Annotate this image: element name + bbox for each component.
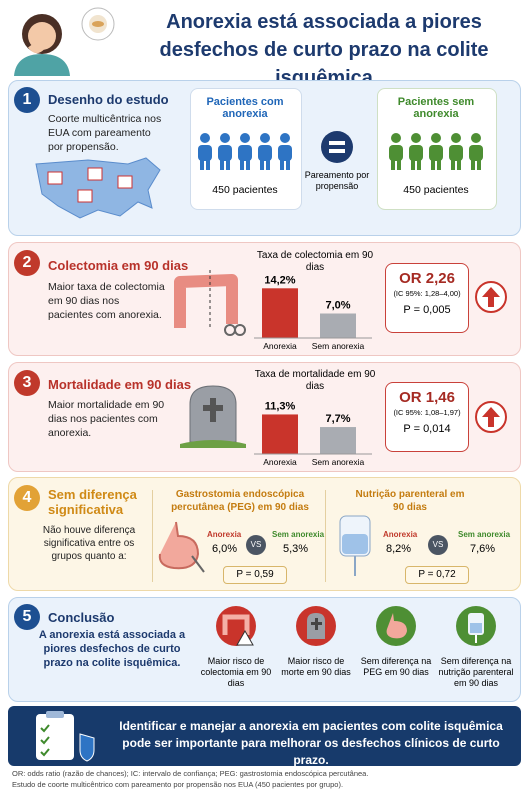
- section-text: Não houve diferença significativa entre …: [42, 525, 136, 562]
- section-text: A anorexia está associada a piores desfe…: [38, 629, 186, 669]
- step-number: 2: [14, 250, 40, 276]
- confidence-interval: (IC 95%: 1,08–1,97): [393, 408, 461, 417]
- vs-badge: VS: [246, 535, 266, 555]
- group-value: 8,2%: [386, 543, 412, 555]
- p-value: P = 0,72: [405, 566, 469, 584]
- conclusion-item: Sem diferença na nutrição parenteral em …: [438, 656, 514, 688]
- section-heading: Mortalidade em 90 dias: [48, 377, 192, 392]
- outcome-title: Nutrição parenteral em 90 dias: [355, 489, 465, 513]
- divider: [325, 490, 326, 582]
- group-label: Anorexia: [383, 530, 418, 539]
- bar: [320, 427, 356, 454]
- iv-bag-illustration: [339, 515, 371, 576]
- p-value: P = 0,59: [223, 566, 287, 584]
- section-heading: Conclusão: [48, 610, 115, 625]
- person-icon: [258, 133, 272, 170]
- bar-chart: 14,2% 7,0% Anorexia Sem anorexia: [254, 276, 372, 351]
- people-icons: [198, 133, 292, 170]
- person-icon: [198, 133, 212, 170]
- person-icon: [449, 133, 463, 170]
- group-value: 5,3%: [283, 543, 309, 555]
- step-number: 5: [14, 604, 40, 630]
- value-label: 11,3%: [265, 400, 296, 412]
- category-label: Sem anorexia: [312, 457, 365, 467]
- section-text: Maior mortalidade em 90 dias nos pacient…: [48, 399, 165, 439]
- bar: [262, 414, 298, 454]
- value-label: 7,0%: [325, 300, 350, 312]
- section-text: Coorte multicêntrica nos EUA com pareame…: [48, 113, 162, 153]
- step-number: 4: [14, 485, 40, 511]
- usa-map: [35, 157, 161, 219]
- bar: [262, 288, 298, 338]
- section-heading: Sem diferença significativa: [48, 487, 137, 517]
- category-label: Anorexia: [263, 341, 297, 351]
- divider: [152, 490, 153, 582]
- person-icon: [238, 133, 252, 170]
- category-label: Anorexia: [263, 457, 297, 467]
- up-arrow-icon: [475, 401, 507, 433]
- conclusion-icon: [296, 606, 336, 646]
- conclusion-icon: [376, 606, 416, 646]
- people-icons: [389, 133, 483, 170]
- bar: [320, 313, 356, 338]
- odds-ratio-box: OR 2,26 (IC 95%: 1,28–4,00) P = 0,005: [385, 263, 469, 333]
- group-label: Pacientes sem anorexia: [397, 96, 475, 120]
- section-heading: Colectomia em 90 dias: [48, 258, 189, 273]
- woman-illustration: [14, 14, 70, 76]
- up-arrow-icon: [475, 281, 507, 313]
- bar-chart: 11,3% 7,7% Anorexia Sem anorexia: [254, 400, 372, 467]
- banner: [8, 706, 521, 766]
- person-icon: [278, 133, 292, 170]
- person-icon: [469, 133, 483, 170]
- step-number: 3: [14, 370, 40, 396]
- colon-illustration: [174, 270, 246, 336]
- outcome-title: Gastrostomia endoscópica percutânea (PEG…: [171, 489, 309, 513]
- conclusion-item: Sem diferença na PEG em 90 dias: [360, 656, 432, 677]
- conclusion-item: Maior risco de morte em 90 dias: [281, 656, 351, 677]
- value-label: 7,7%: [325, 413, 350, 425]
- group-label: Anorexia: [207, 530, 242, 539]
- plate-icon: [81, 7, 115, 41]
- tombstone-illustration: [180, 385, 246, 448]
- clipboard-icon: [36, 711, 95, 762]
- section-conclusion: [8, 597, 521, 702]
- footnote: Estudo de coorte multicêntrico com parea…: [12, 780, 344, 789]
- person-icon: [409, 133, 423, 170]
- equals-icon: [321, 131, 353, 163]
- person-icon: [429, 133, 443, 170]
- group-count: 450 pacientes: [212, 184, 278, 196]
- conclusion-icon: [456, 606, 496, 646]
- group-label: Sem anorexia: [272, 530, 325, 539]
- confidence-interval: (IC 95%: 1,28–4,00): [393, 289, 461, 298]
- conclusion-item: Maior risco de colectomia em 90 dias: [200, 656, 272, 688]
- banner-text: Identificar e manejar a anorexia em paci…: [119, 719, 503, 767]
- group-value: 6,0%: [212, 543, 238, 555]
- category-label: Sem anorexia: [312, 341, 365, 351]
- chart-title: Taxa de colectomia em 90 dias: [256, 250, 374, 273]
- p-value: P = 0,005: [403, 304, 451, 316]
- odds-ratio: OR 2,26: [399, 270, 455, 287]
- value-label: 14,2%: [264, 276, 295, 286]
- group-count: 450 pacientes: [403, 184, 469, 196]
- odds-ratio: OR 1,46: [399, 389, 455, 406]
- group-value: 7,6%: [470, 543, 496, 555]
- person-icon: [218, 133, 232, 170]
- footnote: OR: odds ratio (razão de chances); IC: i…: [12, 769, 369, 778]
- conclusion-icon: [216, 606, 256, 646]
- step-number: 1: [14, 87, 40, 113]
- person-icon: [389, 133, 403, 170]
- group-label: Sem anorexia: [458, 530, 511, 539]
- section-text: Maior taxa de colectomia em 90 dias nos …: [48, 281, 165, 321]
- odds-ratio-box: OR 1,46 (IC 95%: 1,08–1,97) P = 0,014: [385, 382, 469, 452]
- p-value: P = 0,014: [403, 423, 451, 435]
- section-heading: Desenho do estudo: [48, 92, 169, 107]
- chart-title: Taxa de mortalidade em 90 dias: [254, 369, 376, 392]
- vs-badge: VS: [428, 535, 448, 555]
- stomach-illustration: [158, 521, 205, 573]
- group-label: Pacientes com anorexia: [206, 96, 284, 120]
- matching-label: Pareamento por propensão: [304, 170, 370, 191]
